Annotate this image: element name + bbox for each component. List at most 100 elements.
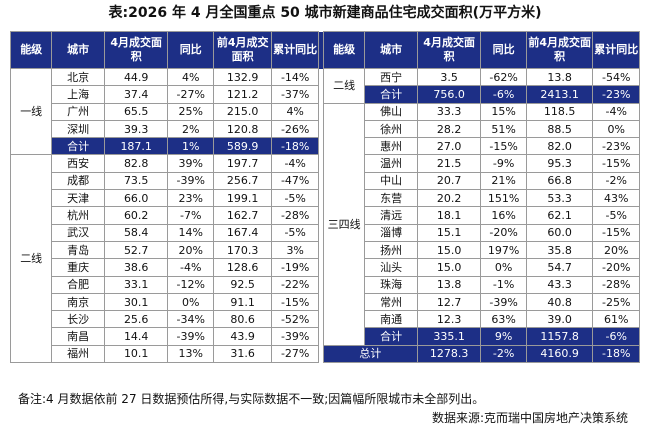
tier-label: 一线: [9, 67, 53, 156]
table-row: 广州 65.5 25% 215.0 4% 三四线 佛山 33.3 15% 118.5 -4%: [11, 102, 640, 346]
april-area-cell: 27.0: [416, 137, 482, 156]
city-cell: 中山: [364, 171, 418, 191]
city-cell: 常州: [364, 292, 418, 312]
cum-yoy-cell: -6%: [592, 327, 640, 346]
city-cell: 西宁: [364, 67, 418, 87]
footnote: 备注:4 月数据依前 27 日数据预估所得,与实际数据不一致;因篇幅所限城市未全…: [18, 392, 485, 406]
first4-area-cell: 199.1: [212, 189, 273, 208]
first4-area-cell: 43.9: [212, 327, 273, 346]
april-area-cell: 3.5: [416, 67, 482, 87]
april-area-cell: 37.4: [103, 85, 169, 104]
april-area-cell: 39.3: [103, 119, 169, 139]
city-cell: 珠海: [364, 275, 418, 294]
april-area-cell: 13.8: [416, 275, 482, 294]
cum-yoy-cell: 20%: [592, 240, 640, 260]
yoy-cell: -9%: [480, 154, 527, 173]
yoy-cell: -1%: [480, 275, 527, 294]
column-gap: [317, 85, 324, 104]
april-area-cell: 10.1: [103, 344, 169, 364]
cum-yoy-cell: -47%: [271, 171, 319, 191]
table-row: 合肥 33.1 -12% 92.5 -22% 珠海 13.8 -1% 43.3 -28%: [11, 275, 640, 294]
yoy-cell: 21%: [480, 171, 527, 191]
first4-area-cell: 128.6: [212, 258, 273, 277]
april-area-cell: 82.8: [103, 154, 169, 173]
first4-area-cell: 162.7: [212, 206, 273, 225]
april-area-cell: 58.4: [103, 223, 169, 242]
yoy-cell: -62%: [480, 67, 527, 87]
first4-area-cell: 1157.8: [525, 327, 594, 346]
table-row: 南京 30.1 0% 91.1 -15% 常州 12.7 -39% 40.8 -25%: [11, 292, 640, 312]
april-area-cell: 187.1: [103, 137, 169, 156]
header-april-area: 4月成交面积: [416, 31, 482, 69]
april-area-cell: 756.0: [416, 85, 482, 104]
april-area-cell: 15.1: [416, 223, 482, 242]
city-cell: 南通: [364, 310, 418, 329]
first4-area-cell: 39.0: [525, 310, 594, 329]
yoy-cell: 2%: [167, 119, 214, 139]
first4-area-cell: 62.1: [525, 206, 594, 225]
yoy-cell: 14%: [167, 223, 214, 242]
first4-area-cell: 92.5: [212, 275, 273, 294]
yoy-cell: 16%: [480, 206, 527, 225]
first4-area-cell: 2413.1: [525, 85, 594, 104]
table-row: 福州 10.1 13% 31.6 -27% 总计 1278.3 -2% 4160.9 -18%: [11, 344, 640, 364]
april-area-cell: 14.4: [103, 327, 169, 346]
city-cell: 广州: [51, 102, 105, 121]
city-cell: 扬州: [364, 240, 418, 260]
header-row: 能级 城市 4月成交面积 同比 前4月成交面积 累计同比 能级 城市 4月成交面…: [9, 31, 640, 69]
header-cum-yoy: 累计同比: [271, 31, 319, 69]
first4-area-cell: 197.7: [212, 154, 273, 173]
yoy-cell: -39%: [167, 171, 214, 191]
april-area-cell: 12.7: [416, 292, 482, 312]
april-area-cell: 15.0: [416, 240, 482, 260]
column-gap: [317, 206, 324, 225]
header-cum-yoy: 累计同比: [592, 31, 640, 69]
city-cell: 清远: [364, 206, 418, 225]
yoy-cell: -12%: [167, 275, 214, 294]
cum-yoy-cell: -5%: [271, 223, 319, 242]
first4-area-cell: 80.6: [212, 310, 273, 329]
city-cell: 合计: [364, 85, 418, 104]
first4-area-cell: 4160.9: [525, 344, 594, 364]
april-area-cell: 38.6: [103, 258, 169, 277]
yoy-cell: 4%: [167, 67, 214, 87]
april-area-cell: 1278.3: [416, 344, 482, 364]
cum-yoy-cell: -5%: [592, 206, 640, 225]
cum-yoy-cell: -23%: [592, 137, 640, 156]
header-yoy: 同比: [480, 31, 527, 69]
yoy-cell: 15%: [480, 102, 527, 121]
column-gap: [317, 241, 324, 259]
column-gap: [317, 189, 324, 207]
city-cell: 合肥: [51, 275, 105, 294]
april-area-cell: 52.7: [103, 240, 169, 260]
cum-yoy-cell: -5%: [271, 189, 319, 208]
yoy-cell: 13%: [167, 344, 214, 364]
column-gap: [317, 345, 324, 363]
column-gap: [317, 224, 324, 242]
cum-yoy-cell: -18%: [592, 344, 640, 364]
table-title: 表:2026 年 4 月全国重点 50 城市新建商品住宅成交面积(万平方米): [108, 5, 542, 21]
table-body: 一线 北京 44.9 4% 132.9 -14% 二线 西宁 3.5 -62% 13.8 -54% 上海…: [9, 67, 640, 364]
yoy-cell: -20%: [480, 223, 527, 242]
city-cell: 南昌: [51, 327, 105, 346]
yoy-cell: 197%: [480, 240, 527, 260]
header-april-area: 4月成交面积: [103, 31, 169, 69]
yoy-cell: -39%: [167, 327, 214, 346]
april-area-cell: 20.2: [416, 189, 482, 208]
column-gap: [317, 310, 324, 328]
yoy-cell: -2%: [480, 344, 527, 364]
yoy-cell: 151%: [480, 189, 527, 208]
april-area-cell: 12.3: [416, 310, 482, 329]
city-cell: 东营: [364, 189, 418, 208]
data-source: 数据来源:克而瑞中国房地产决策系统: [431, 411, 628, 425]
first4-area-cell: 167.4: [212, 223, 273, 242]
grand-total-label: 总计: [322, 344, 418, 364]
yoy-cell: -27%: [167, 85, 214, 104]
yoy-cell: -39%: [480, 292, 527, 312]
cum-yoy-cell: -14%: [271, 67, 319, 87]
cum-yoy-cell: -2%: [592, 171, 640, 191]
yoy-cell: 0%: [480, 258, 527, 277]
first4-area-cell: 121.2: [212, 85, 273, 104]
table-row: 深圳 39.3 2% 120.8 -26% 徐州 28.2 51% 88.5 0%: [11, 119, 640, 139]
table-row: 武汉 58.4 14% 167.4 -5% 淄博 15.1 -20% 60.0 -15%: [11, 223, 640, 242]
